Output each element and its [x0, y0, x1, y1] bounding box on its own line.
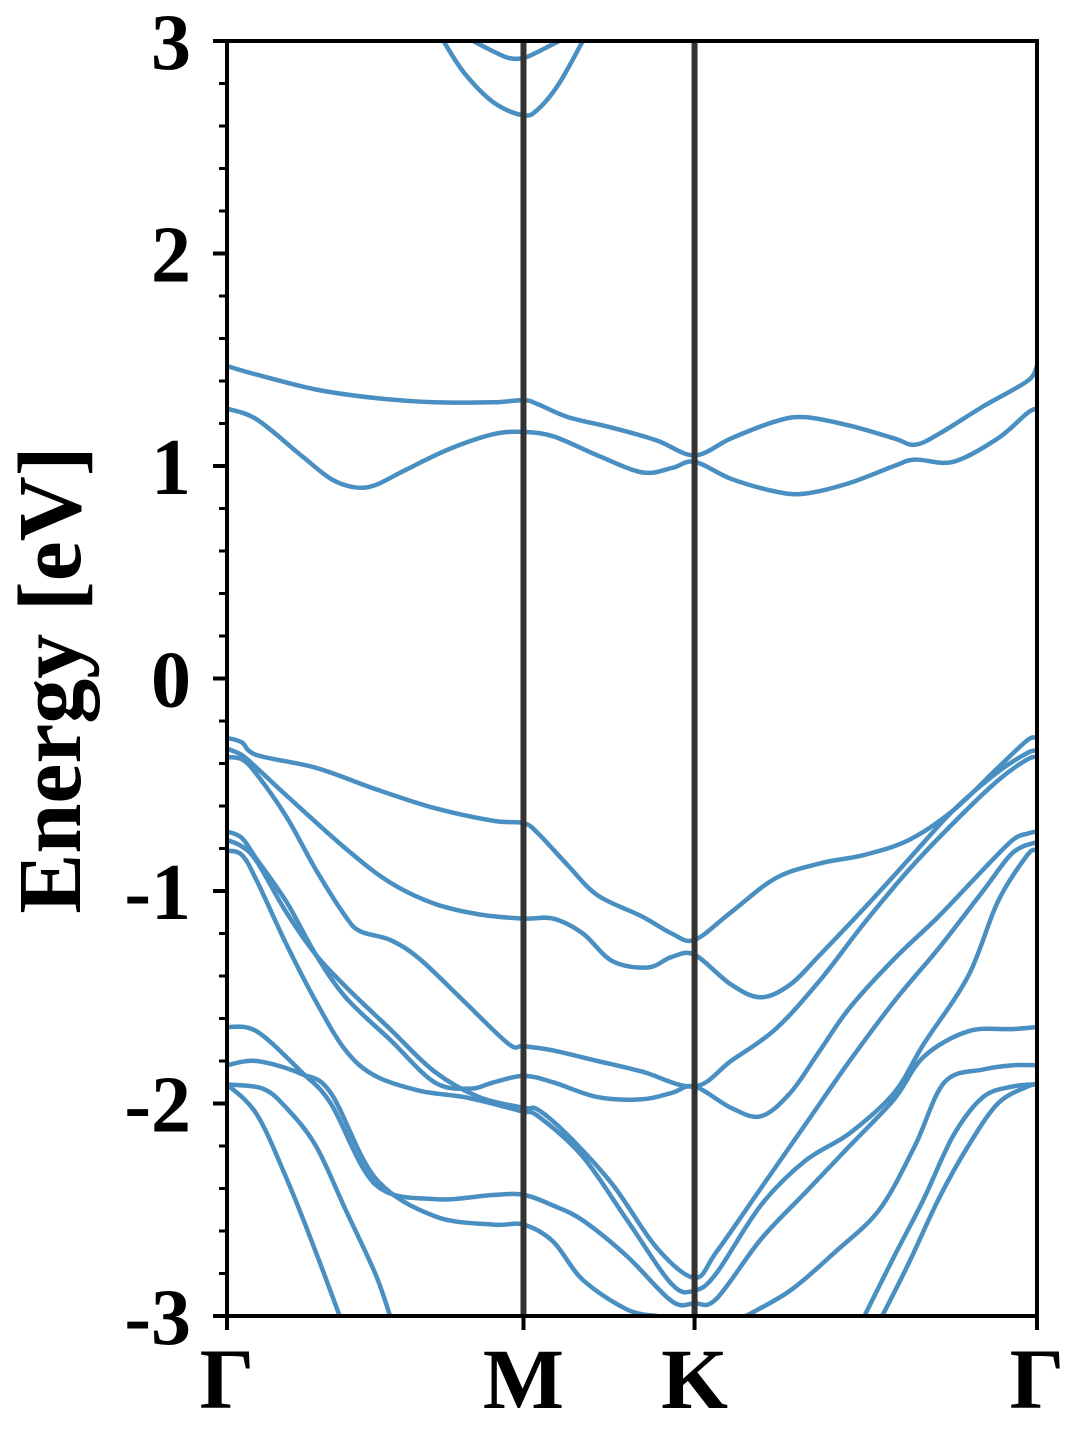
y-tick-label: -2	[124, 1062, 191, 1150]
band-line-10	[227, 1058, 660, 1316]
band-line-4	[227, 746, 1037, 1000]
band-line-11	[743, 1062, 1037, 1316]
band-line-15	[879, 1082, 1037, 1316]
y-axis-ticks: 3 2 1 0 -1 -2 -3	[124, 0, 227, 1362]
band-line-8	[227, 847, 1037, 1295]
band-line-7	[227, 837, 1037, 1281]
high-symmetry-lines	[520, 41, 698, 1316]
y-tick-label: 0	[151, 637, 191, 725]
band-line-17	[441, 41, 586, 118]
x-tick-label: Γ	[200, 1331, 255, 1427]
band-line-3	[227, 735, 1037, 944]
band-line-5	[227, 754, 1037, 1089]
band-line-9	[227, 1024, 1037, 1308]
x-tick-label: M	[483, 1331, 564, 1427]
y-tick-label: 1	[151, 424, 191, 512]
band-line-1	[227, 363, 1037, 458]
band-line-6	[227, 829, 1037, 1120]
x-tick-label: Γ	[1010, 1331, 1065, 1427]
band-line-2	[227, 406, 1037, 497]
band-line-14	[227, 1082, 342, 1316]
band-line-16	[470, 41, 562, 62]
band-line-12	[227, 1082, 393, 1316]
band-line-13	[862, 1082, 1037, 1316]
y-tick-label: 2	[151, 212, 191, 300]
x-tick-label: K	[661, 1331, 728, 1427]
y-tick-label: -3	[124, 1274, 191, 1362]
y-tick-label: 3	[151, 0, 191, 87]
y-axis-title: Energy [eV]	[1, 446, 100, 913]
y-tick-label: -1	[124, 849, 191, 937]
band-lines	[227, 41, 1037, 1316]
